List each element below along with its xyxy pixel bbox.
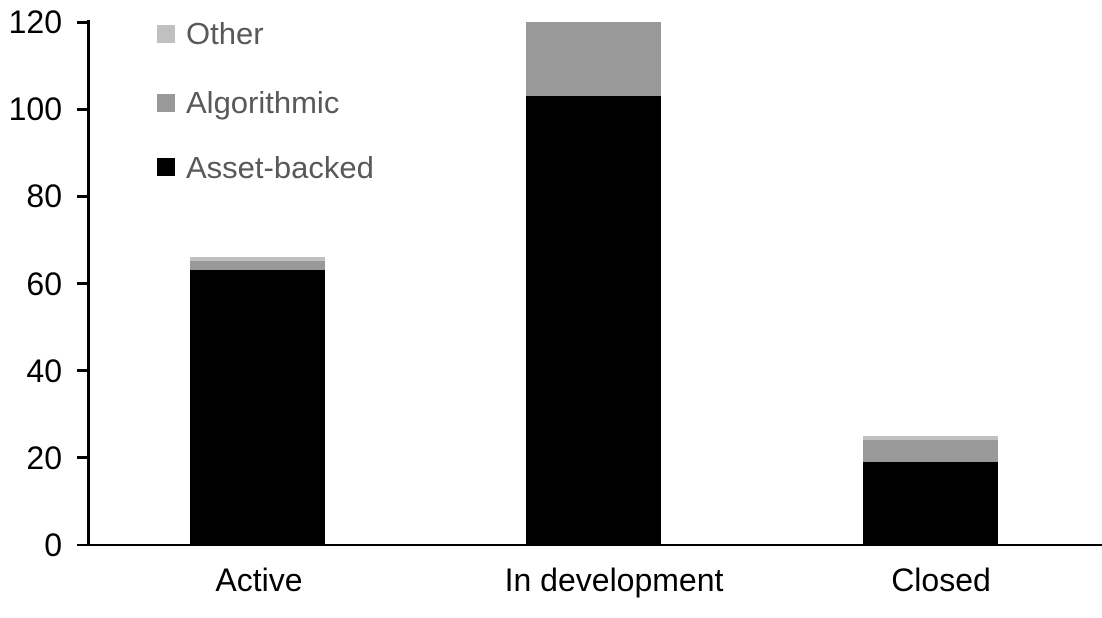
bar-segment-algorithmic (190, 261, 325, 271)
y-tick-label: 60 (26, 265, 62, 302)
category-label-closed: Closed (891, 562, 991, 598)
y-tick-label: 100 (8, 91, 62, 128)
category-label-in-development: In development (504, 562, 724, 598)
bar-in-development (526, 22, 661, 545)
y-axis-tick (77, 543, 87, 546)
legend-swatch-icon (157, 93, 175, 112)
y-tick-label: 120 (8, 4, 62, 41)
bar-segment-algorithmic (863, 440, 998, 462)
bar-segment-other (190, 257, 325, 262)
legend-item-label: Other (186, 16, 264, 51)
y-axis-tick (77, 108, 87, 111)
legend-swatch-icon (157, 24, 175, 43)
legend-swatch-icon (157, 158, 175, 176)
category-label-active: Active (215, 562, 303, 598)
bar-segment-asset-backed (190, 270, 325, 545)
bar-closed (863, 435, 998, 545)
legend-item-label: Asset-backed (186, 149, 374, 185)
legend-item-asset-backed: Asset-backed (157, 152, 374, 183)
bar-segment-other (863, 435, 998, 440)
y-axis-line (87, 20, 90, 546)
y-axis-tick (77, 195, 87, 198)
y-axis-tick (77, 282, 87, 285)
y-tick-label: 0 (44, 526, 62, 563)
legend-item-label: Algorithmic (186, 85, 340, 120)
y-tick-label: 40 (26, 352, 62, 389)
y-tick-label: 80 (26, 178, 62, 215)
legend-item-other: Other (157, 18, 264, 49)
y-tick-label: 20 (26, 439, 62, 476)
y-axis-tick (77, 369, 87, 372)
bar-segment-asset-backed (863, 461, 998, 545)
y-axis-tick (77, 21, 87, 24)
legend-item-algorithmic: Algorithmic (157, 87, 339, 118)
bar-active (190, 257, 325, 545)
bar-segment-asset-backed (526, 96, 661, 545)
bar-segment-algorithmic (526, 22, 661, 97)
x-axis-line (87, 543, 1102, 546)
y-axis-tick (77, 456, 87, 459)
